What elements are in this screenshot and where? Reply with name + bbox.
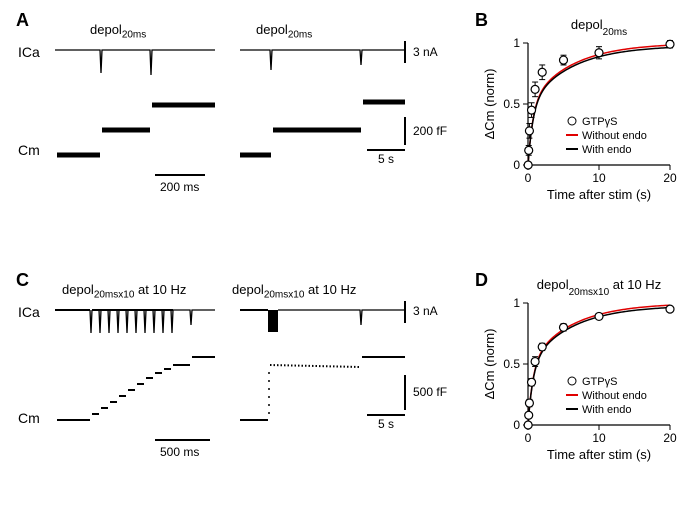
svg-text:10: 10 xyxy=(592,431,606,445)
scale-c-cap: 500 fF xyxy=(413,385,447,399)
svg-text:depol20ms: depol20ms xyxy=(571,17,627,38)
chart-b: 0 10 20 0 0.5 1 Time after stim (s) ΔCm (norm) d… xyxy=(480,15,680,205)
svg-text:1: 1 xyxy=(513,36,520,50)
svg-text:Without endo: Without endo xyxy=(582,130,647,142)
trace-label-ica-c: ICa xyxy=(18,304,40,320)
svg-text:Without endo: Without endo xyxy=(582,390,647,402)
svg-text:With endo: With endo xyxy=(582,144,632,156)
scale-a-cap: 200 fF xyxy=(413,124,447,138)
traces-panel-c xyxy=(45,295,425,465)
svg-text:GTPγS: GTPγS xyxy=(582,116,617,128)
trace-label-ica-a: ICa xyxy=(18,44,40,60)
svg-text:0: 0 xyxy=(513,158,520,172)
scale-c-time2: 5 s xyxy=(378,417,394,431)
svg-text:ΔCm (norm): ΔCm (norm) xyxy=(482,69,497,140)
traces-panel-a xyxy=(45,35,425,195)
scale-a-time2: 5 s xyxy=(378,152,394,166)
panel-label-a: A xyxy=(16,10,29,31)
scale-c-current: 3 nA xyxy=(413,304,438,318)
trace-label-cm-a: Cm xyxy=(18,142,40,158)
svg-text:0: 0 xyxy=(525,431,532,445)
svg-text:1: 1 xyxy=(513,296,520,310)
svg-text:With endo: With endo xyxy=(582,404,632,416)
chart-d: 0 10 20 0 0.5 1 Time after stim (s) ΔCm (norm) d… xyxy=(480,275,680,465)
svg-text:ΔCm (norm): ΔCm (norm) xyxy=(482,329,497,400)
scale-a-current: 3 nA xyxy=(413,45,438,59)
svg-text:0: 0 xyxy=(525,171,532,185)
svg-text:10: 10 xyxy=(592,171,606,185)
svg-text:0: 0 xyxy=(513,418,520,432)
panel-label-c: C xyxy=(16,270,29,291)
svg-text:Time after stim (s): Time after stim (s) xyxy=(547,447,651,462)
svg-text:20: 20 xyxy=(663,431,677,445)
trace-label-cm-c: Cm xyxy=(18,410,40,426)
svg-text:0.5: 0.5 xyxy=(503,97,520,111)
svg-text:20: 20 xyxy=(663,171,677,185)
svg-text:depol20msx10 at 10 Hz: depol20msx10 at 10 Hz xyxy=(537,277,661,298)
svg-text:0.5: 0.5 xyxy=(503,357,520,371)
scale-c-time1: 500 ms xyxy=(160,445,199,459)
scale-a-time1: 200 ms xyxy=(160,180,199,194)
svg-text:Time after stim (s): Time after stim (s) xyxy=(547,187,651,202)
svg-text:GTPγS: GTPγS xyxy=(582,376,617,388)
